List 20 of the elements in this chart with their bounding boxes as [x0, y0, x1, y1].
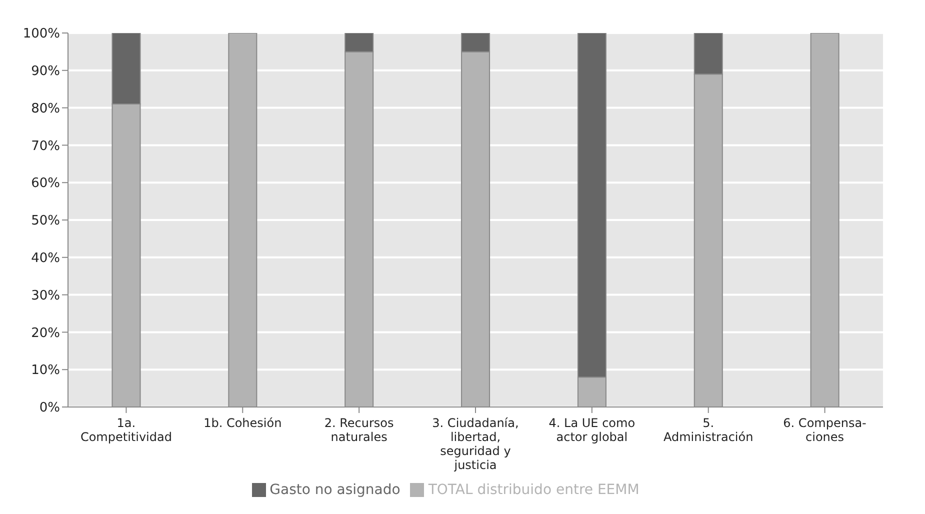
y-tick-label: 40%	[31, 251, 60, 266]
y-tick-label: 90%	[31, 64, 60, 80]
y-tick-label: 20%	[31, 326, 60, 341]
y-tick-label: 10%	[31, 363, 60, 378]
x-tick-label: 1a. Competitividad	[80, 416, 172, 444]
y-tick-label: 70%	[31, 138, 60, 154]
legend-label: Gasto no asignado	[270, 482, 400, 498]
y-tick-label: 30%	[31, 288, 60, 304]
x-tick-label: 3. Ciudadanía, libertad, seguridad y justicia	[432, 416, 519, 472]
x-tick-label: 2. Recursos naturales	[324, 416, 394, 444]
y-tick-label: 100%	[22, 26, 60, 42]
x-tick-label: 5. Administración	[664, 416, 754, 444]
x-tick-label: 6. Compensa-ciones	[783, 416, 866, 444]
y-tick-label: 50%	[31, 214, 60, 229]
x-tick-label: 1b. Cohesión	[204, 416, 282, 430]
legend-label: TOTAL distribuido entre EEMM	[428, 482, 640, 498]
y-tick-label: 80%	[31, 101, 60, 116]
y-tick-label: 0%	[39, 400, 60, 416]
y-tick-label: 60%	[31, 176, 60, 192]
x-tick-label: 4. La UE como actor global	[548, 416, 636, 444]
